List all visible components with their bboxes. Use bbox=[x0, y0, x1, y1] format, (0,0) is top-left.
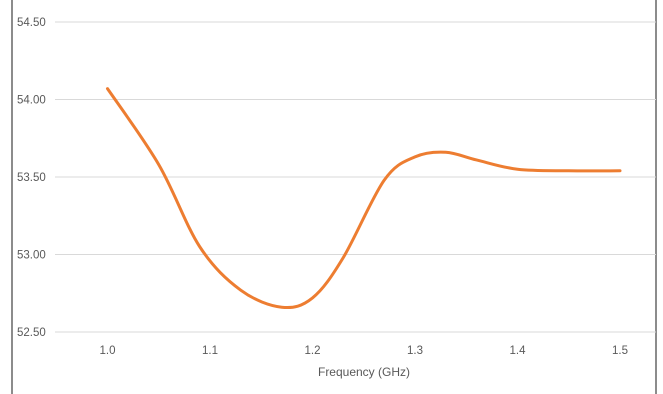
x-tick-label: 1.4 bbox=[510, 345, 527, 357]
gridlines bbox=[55, 21, 656, 333]
y-tick-label: 53.00 bbox=[17, 250, 46, 262]
y-tick-label: 53.50 bbox=[17, 172, 46, 184]
x-tick-label: 1.1 bbox=[202, 345, 218, 357]
x-tick-label: 1.3 bbox=[407, 345, 423, 357]
x-tick-label: 1.0 bbox=[100, 345, 116, 357]
x-tick-label: 1.5 bbox=[612, 345, 628, 357]
series-line bbox=[106, 87, 622, 310]
y-axis-tick-labels: 52.50 53.00 53.50 54.00 54.50 bbox=[17, 17, 46, 339]
x-axis-title: Frequency (GHz) bbox=[318, 365, 410, 379]
y-tick-label: 54.00 bbox=[17, 95, 46, 107]
x-tick-label: 1.2 bbox=[305, 345, 321, 357]
x-axis-tick-labels: 1.0 1.1 1.2 1.3 1.4 1.5 bbox=[100, 345, 629, 357]
y-tick-label: 54.50 bbox=[17, 17, 46, 29]
y-tick-label: 52.50 bbox=[17, 327, 46, 339]
